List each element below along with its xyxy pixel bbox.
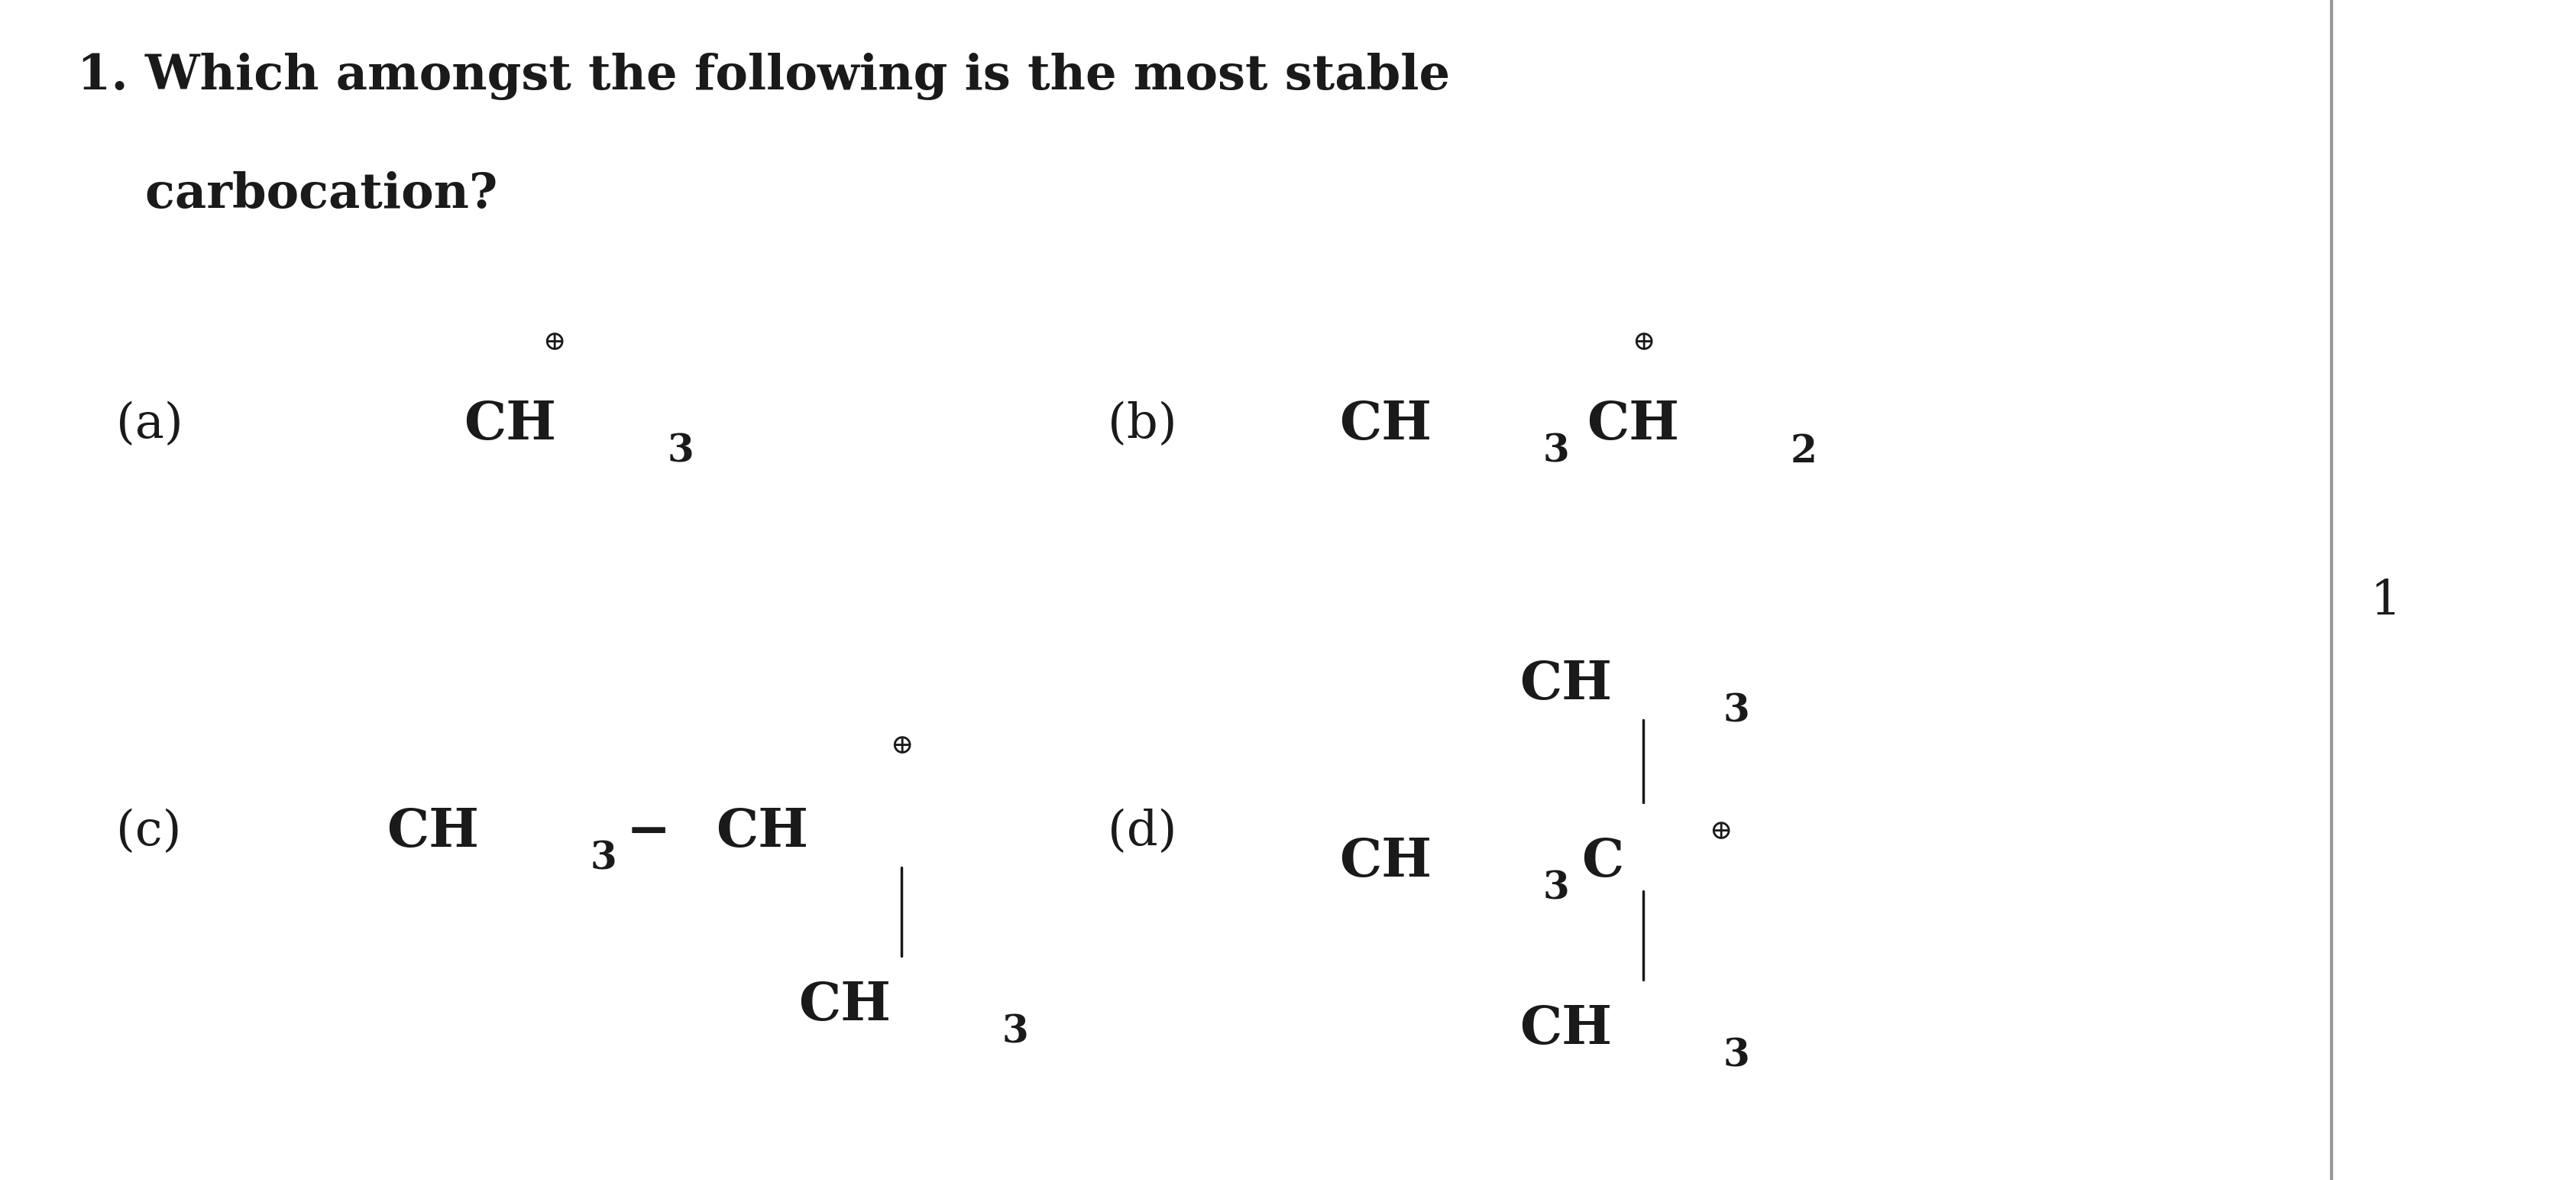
Text: (d): (d) xyxy=(1108,808,1177,856)
Text: 1. Which amongst the following is the most stable: 1. Which amongst the following is the mo… xyxy=(77,53,1450,100)
Text: 3: 3 xyxy=(667,433,693,471)
Text: C: C xyxy=(1582,835,1623,887)
Text: (b): (b) xyxy=(1108,401,1177,448)
Text: 1: 1 xyxy=(2370,578,2401,625)
Text: CH: CH xyxy=(1520,658,1613,710)
Text: CH: CH xyxy=(464,399,556,451)
Text: ⊕: ⊕ xyxy=(544,329,564,355)
Text: CH: CH xyxy=(799,979,891,1031)
Text: (a): (a) xyxy=(116,401,183,448)
Text: 3: 3 xyxy=(1543,870,1569,907)
Text: CH: CH xyxy=(1340,835,1432,887)
Text: 3: 3 xyxy=(1723,693,1749,730)
Text: 3: 3 xyxy=(1002,1014,1028,1051)
Text: CH: CH xyxy=(1587,399,1680,451)
Text: CH: CH xyxy=(1340,399,1432,451)
Text: 3: 3 xyxy=(1723,1037,1749,1075)
Text: (c): (c) xyxy=(116,808,180,856)
Text: CH: CH xyxy=(716,806,809,858)
Text: 3: 3 xyxy=(1543,433,1569,471)
Text: CH: CH xyxy=(386,806,479,858)
Text: ⊕: ⊕ xyxy=(891,733,912,759)
Text: 3: 3 xyxy=(590,840,616,878)
Text: ⊕: ⊕ xyxy=(1710,819,1731,845)
Text: CH: CH xyxy=(1520,1003,1613,1055)
Text: carbocation?: carbocation? xyxy=(77,171,497,218)
Text: ⊕: ⊕ xyxy=(1633,329,1654,355)
Text: −: − xyxy=(626,806,670,858)
Text: 2: 2 xyxy=(1790,433,1816,471)
